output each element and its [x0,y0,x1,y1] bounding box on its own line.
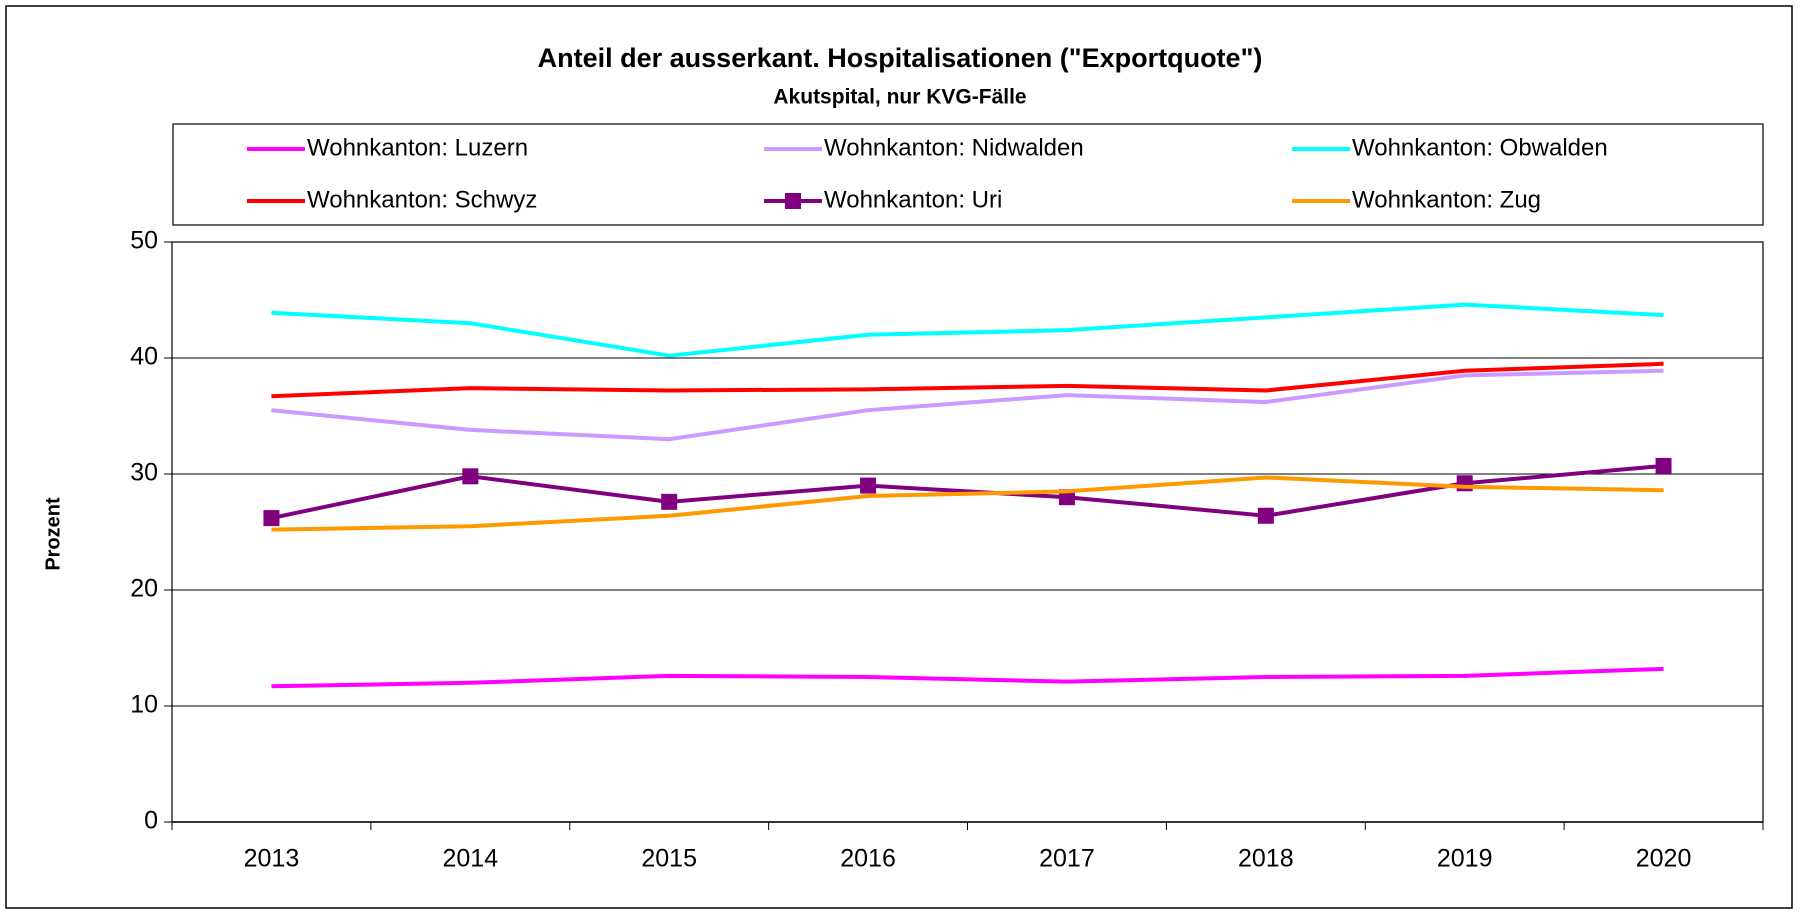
x-tick-label: 2013 [244,845,300,873]
legend-marker [785,193,801,209]
legend-label: Wohnkanton: Uri [824,186,1002,213]
data-point [1456,475,1473,492]
x-tick-label: 2018 [1238,845,1294,873]
data-point [860,477,877,494]
x-tick-label: 2014 [443,845,499,873]
series-line [271,475,1664,532]
y-tick-label: 10 [130,691,158,719]
data-point [1655,457,1672,474]
y-tick-label: 30 [130,459,158,487]
series-line [271,368,1664,442]
x-tick-label: 2019 [1437,845,1493,873]
y-tick-label: 20 [130,575,158,603]
chart-title: Anteil der ausserkant. Hospitalisationen… [538,43,1263,73]
legend-label: Wohnkanton: Zug [1352,186,1541,213]
data-point [661,493,678,510]
legend-box [172,123,1764,226]
y-tick-label: 50 [130,227,158,255]
x-tick-label: 2017 [1039,845,1095,873]
data-point [462,468,479,485]
chart-subtitle: Akutspital, nur KVG-Fälle [773,86,1026,109]
legend-label: Wohnkanton: Luzern [307,134,528,161]
series-line [271,361,1664,399]
y-tick-label: 0 [144,807,158,835]
legend-label: Wohnkanton: Nidwalden [824,134,1084,161]
x-tick-label: 2016 [840,845,896,873]
y-axis-label: Prozent [42,497,64,571]
x-tick-label: 2020 [1636,845,1692,873]
series-line [271,666,1664,689]
plot-area [171,241,1764,823]
legend-label: Wohnkanton: Schwyz [307,186,537,213]
data-point [263,510,280,527]
series-line [271,302,1664,358]
y-tick-label: 40 [130,343,158,371]
x-tick-label: 2015 [641,845,697,873]
data-point [1257,507,1274,524]
series-line [271,463,1664,521]
legend-label: Wohnkanton: Obwalden [1352,134,1608,161]
